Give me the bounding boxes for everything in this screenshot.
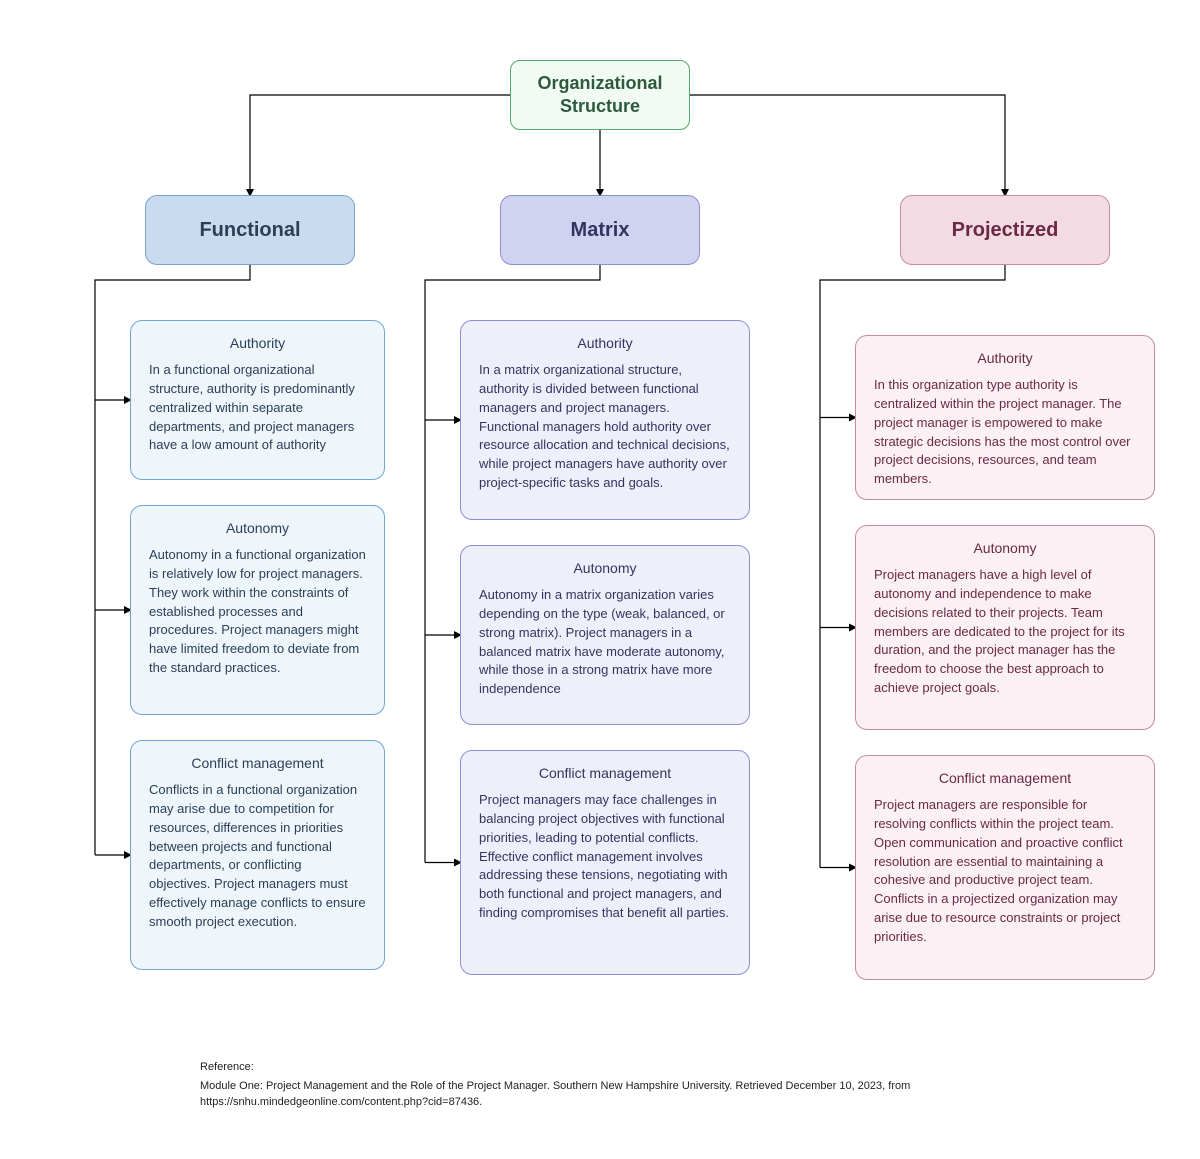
- detail-projectized-2: Conflict management Project managers are …: [855, 755, 1155, 980]
- detail-title: Authority: [874, 350, 1136, 366]
- root-label: Organizational: [537, 72, 662, 95]
- detail-title: Autonomy: [874, 540, 1136, 556]
- branch-label: Matrix: [571, 219, 630, 242]
- detail-body: In a functional organizational structure…: [149, 361, 366, 455]
- detail-body: Conflicts in a functional organization m…: [149, 781, 366, 932]
- branch-label: Functional: [199, 219, 300, 242]
- detail-functional-0: Authority In a functional organizational …: [130, 320, 385, 480]
- detail-projectized-1: Autonomy Project managers have a high lev…: [855, 525, 1155, 730]
- detail-title: Conflict management: [149, 755, 366, 771]
- branch-label: Projectized: [952, 219, 1059, 242]
- detail-body: Autonomy in a functional organization is…: [149, 546, 366, 678]
- reference-label: Reference:: [200, 1060, 970, 1075]
- root-label: Structure: [560, 95, 640, 118]
- detail-body: Autonomy in a matrix organization varies…: [479, 586, 731, 699]
- detail-matrix-1: Autonomy Autonomy in a matrix organizati…: [460, 545, 750, 725]
- detail-title: Autonomy: [479, 560, 731, 576]
- reference-text: Module One: Project Management and the R…: [200, 1079, 970, 1110]
- detail-matrix-0: Authority In a matrix organizational stru…: [460, 320, 750, 520]
- detail-projectized-0: Authority In this organization type autho…: [855, 335, 1155, 500]
- detail-title: Conflict management: [874, 770, 1136, 786]
- root-node: OrganizationalStructure: [510, 60, 690, 130]
- detail-title: Autonomy: [149, 520, 366, 536]
- detail-body: Project managers have a high level of au…: [874, 566, 1136, 698]
- detail-title: Authority: [479, 335, 731, 351]
- detail-matrix-2: Conflict management Project managers may …: [460, 750, 750, 975]
- detail-functional-1: Autonomy Autonomy in a functional organi…: [130, 505, 385, 715]
- detail-body: In this organization type authority is c…: [874, 376, 1136, 489]
- reference-block: Reference: Module One: Project Managemen…: [200, 1060, 970, 1110]
- detail-title: Authority: [149, 335, 366, 351]
- branch-projectized: Projectized: [900, 195, 1110, 265]
- detail-title: Conflict management: [479, 765, 731, 781]
- detail-body: Project managers may face challenges in …: [479, 791, 731, 923]
- detail-body: In a matrix organizational structure, au…: [479, 361, 731, 493]
- detail-body: Project managers are responsible for res…: [874, 796, 1136, 947]
- detail-functional-2: Conflict management Conflicts in a functi…: [130, 740, 385, 970]
- branch-matrix: Matrix: [500, 195, 700, 265]
- branch-functional: Functional: [145, 195, 355, 265]
